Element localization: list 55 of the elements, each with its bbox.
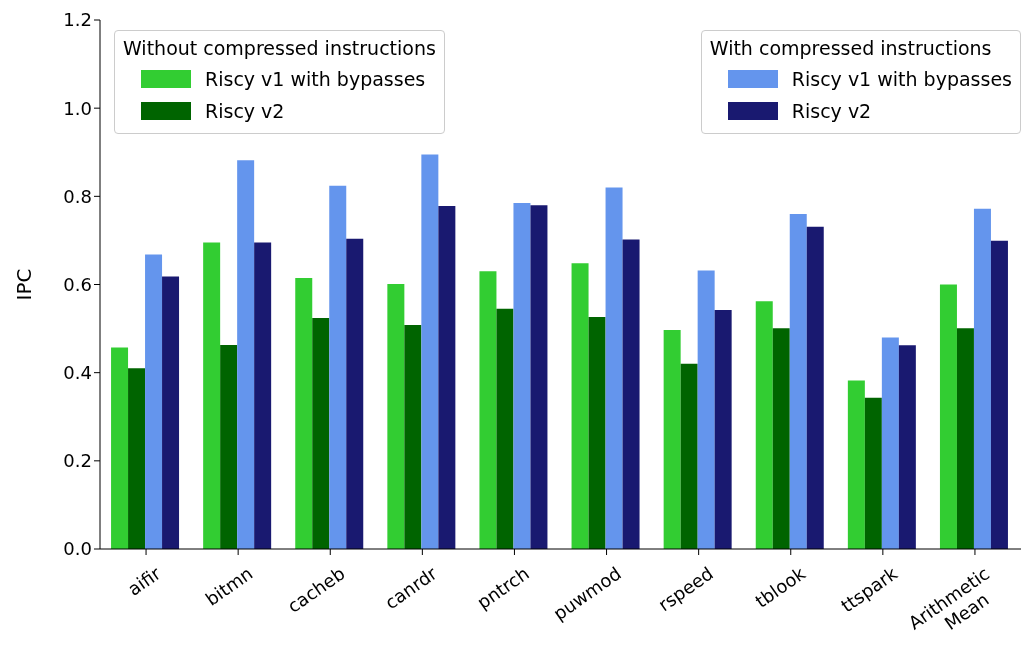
bar	[479, 271, 497, 549]
y-tick-label: 0.4	[63, 362, 92, 384]
legend-label: Riscy v2	[205, 100, 285, 122]
bar	[421, 154, 439, 549]
bar	[755, 301, 773, 549]
bar	[588, 317, 606, 549]
bar	[312, 318, 330, 549]
y-tick-label: 0.8	[63, 185, 92, 207]
bar	[203, 242, 221, 549]
bar	[663, 329, 681, 549]
annotation: With compressed instructions	[709, 37, 993, 59]
bar	[513, 202, 531, 549]
y-tick-label: 0.2	[63, 450, 92, 472]
bar	[605, 187, 623, 549]
y-tick-label: 0.0	[63, 538, 92, 560]
bar	[496, 308, 514, 549]
bar	[145, 254, 163, 549]
y-axis-title: IPC	[12, 268, 37, 301]
bar	[571, 263, 589, 549]
bar	[438, 206, 456, 549]
bar	[162, 276, 180, 549]
legend-label: Riscy v1 with bypasses	[205, 68, 426, 90]
bar	[806, 226, 824, 549]
bar	[789, 213, 807, 549]
bar	[237, 160, 255, 549]
bar	[973, 208, 991, 549]
bar	[956, 328, 974, 549]
bar	[680, 363, 698, 549]
y-tick-label: 1.0	[63, 97, 92, 119]
bar	[622, 239, 640, 549]
legend-label: Riscy v1 with bypasses	[791, 68, 1012, 90]
legend-label: Riscy v2	[791, 100, 872, 122]
bar	[714, 310, 732, 549]
bar	[387, 284, 405, 549]
y-tick-label: 0.6	[63, 273, 92, 295]
bar	[329, 185, 347, 549]
bar	[220, 344, 238, 549]
bar	[847, 380, 865, 549]
y-tick-label: 1.2	[63, 9, 92, 31]
x-tick-label: aifir	[123, 562, 165, 600]
bar	[772, 328, 790, 549]
bar	[898, 345, 916, 549]
bar	[254, 242, 272, 549]
bar	[128, 368, 146, 549]
bar	[530, 205, 548, 549]
bar	[697, 270, 715, 549]
bar	[346, 238, 364, 549]
bar	[295, 277, 313, 549]
bar	[990, 240, 1008, 549]
bar	[111, 347, 129, 549]
bar	[864, 397, 882, 549]
bar	[939, 284, 957, 549]
bar	[404, 325, 422, 549]
bar	[881, 337, 899, 549]
annotation: Without compressed instructions	[123, 37, 436, 59]
